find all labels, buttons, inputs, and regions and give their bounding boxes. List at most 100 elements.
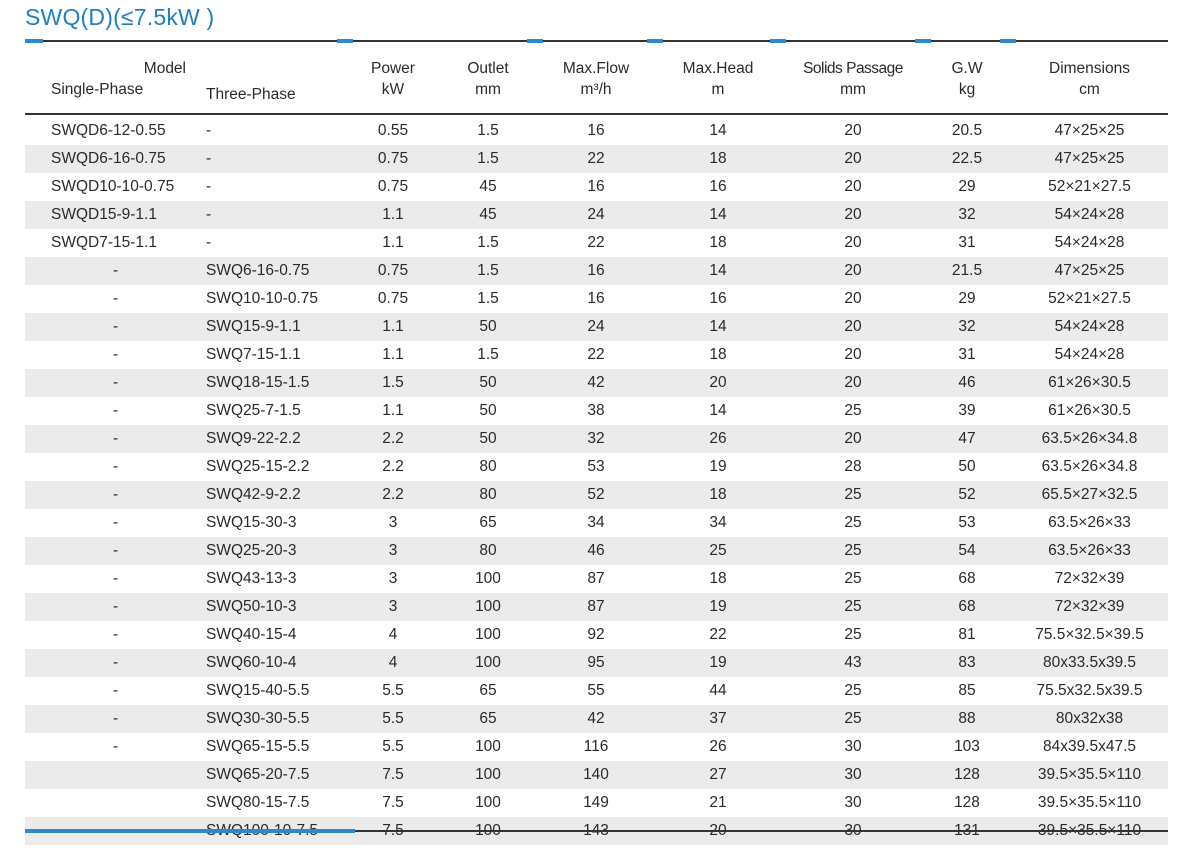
cell-outlet: 1.5 — [477, 150, 499, 167]
table-row: - SWQ30-30-5.5 5.5 65 42 37 25 88 80x32x38 — [25, 705, 1168, 733]
cell-three-phase: SWQ15-30-3 — [206, 514, 297, 531]
header-solids-label: Solids Passage — [803, 59, 903, 77]
cell-power: 2.2 — [382, 430, 404, 447]
cell-max-head: 37 — [709, 710, 727, 727]
table-row: - SWQ50-10-3 3 100 87 19 25 68 72×32×39 — [25, 593, 1168, 621]
cell-outlet: 80 — [479, 458, 497, 475]
cell-single-phase: - — [113, 570, 119, 587]
cell-single-phase: SWQD6-16-0.75 — [51, 150, 166, 167]
header-flow-label: Max.Flow — [562, 59, 630, 77]
cell-dimensions: 75.5×32.5×39.5 — [1035, 626, 1144, 643]
cell-single-phase: - — [113, 514, 119, 531]
cell-solids-passage: 20 — [844, 262, 862, 279]
cell-single-phase — [25, 789, 186, 817]
cell-outlet: 100 — [475, 570, 501, 587]
cell-max-flow: 16 — [587, 122, 605, 139]
cell-power: 7.5 — [382, 794, 404, 811]
cell-three-phase: - — [206, 234, 212, 251]
header-head: Max.Head m — [653, 44, 783, 114]
cell-solids-passage: 20 — [844, 346, 862, 363]
cell-single-phase: - — [113, 262, 119, 279]
page-title: SWQ(D)(≤7.5kW ) — [25, 4, 215, 30]
top-rule — [25, 40, 1168, 42]
cell-power: 4 — [388, 626, 398, 643]
cell-dimensions: 54×24×28 — [1054, 346, 1125, 363]
cell-power: 5.5 — [382, 682, 404, 699]
table-row: - SWQ40-15-4 4 100 92 22 25 81 75.5×32.5×39.5 — [25, 621, 1168, 649]
cell-three-phase: SWQ7-15-1.1 — [206, 346, 301, 363]
cell-solids-passage: 20 — [844, 206, 862, 223]
cell-dimensions: 39.5×35.5×110 — [1037, 766, 1142, 783]
cell-solids-passage: 25 — [844, 710, 862, 727]
cell-gross-weight: 83 — [958, 654, 976, 671]
cell-power: 0.55 — [377, 122, 409, 139]
cell-solids-passage: 28 — [844, 458, 862, 475]
table-row: - SWQ6-16-0.75 0.75 1.5 16 14 20 21.5 47×25×25 — [25, 257, 1168, 285]
cell-solids-passage: 43 — [844, 654, 862, 671]
cell-outlet: 45 — [479, 178, 497, 195]
cell-gross-weight: 46 — [958, 374, 976, 391]
cell-max-head: 18 — [709, 486, 727, 503]
cell-three-phase: SWQ65-20-7.5 — [206, 766, 310, 783]
cell-dimensions: 39.5×35.5×110 — [1037, 794, 1142, 811]
cell-power: 5.5 — [382, 710, 404, 727]
cell-max-flow: 140 — [583, 766, 609, 783]
cell-gross-weight: 103 — [954, 738, 980, 755]
cell-solids-passage: 20 — [844, 318, 862, 335]
cell-power: 1.1 — [382, 206, 404, 223]
cell-gross-weight: 31 — [958, 346, 976, 363]
header-single-phase: Model Single-Phase — [25, 44, 186, 114]
cell-single-phase: SWQD7-15-1.1 — [51, 234, 157, 251]
cell-gross-weight: 52 — [958, 486, 976, 503]
table-row: SWQD15-9-1.1 - 1.1 45 24 14 20 32 54×24×28 — [25, 201, 1168, 229]
cell-three-phase: SWQ15-9-1.1 — [206, 318, 301, 335]
cell-solids-passage: 20 — [844, 122, 862, 139]
cell-three-phase: SWQ6-16-0.75 — [206, 262, 310, 279]
cell-max-head: 18 — [709, 150, 727, 167]
cell-three-phase: SWQ9-22-2.2 — [206, 430, 301, 447]
cell-gross-weight: 47 — [958, 430, 976, 447]
cell-gross-weight: 128 — [954, 766, 980, 783]
cell-single-phase: SWQD6-12-0.55 — [51, 122, 166, 139]
header-outlet-unit: mm — [475, 80, 501, 98]
cell-single-phase: SWQD15-9-1.1 — [51, 206, 157, 223]
header-power: Power kW — [349, 44, 437, 114]
cell-single-phase: - — [113, 374, 119, 391]
cell-max-head: 20 — [709, 374, 727, 391]
header-outlet-label: Outlet — [467, 59, 509, 77]
header-outlet: Outlet mm — [437, 44, 539, 114]
cell-single-phase: - — [113, 318, 119, 335]
cell-max-flow: 116 — [583, 738, 609, 755]
cell-max-head: 19 — [709, 654, 727, 671]
cell-solids-passage: 25 — [844, 598, 862, 615]
top-accent-mark — [770, 39, 786, 43]
cell-dimensions: 63.5×26×33 — [1048, 514, 1131, 531]
cell-gross-weight: 53 — [958, 514, 976, 531]
cell-max-head: 19 — [709, 458, 727, 475]
cell-power: 3 — [388, 542, 398, 559]
cell-single-phase: - — [113, 710, 119, 727]
table-row: - SWQ25-20-3 3 80 46 25 25 54 63.5×26×33 — [25, 537, 1168, 565]
cell-solids-passage: 30 — [844, 794, 862, 811]
cell-max-head: 18 — [709, 570, 727, 587]
cell-gross-weight: 39 — [958, 402, 976, 419]
header-solids: Solids Passage mm — [783, 44, 923, 114]
cell-gross-weight: 31 — [958, 234, 976, 251]
cell-dimensions: 54×24×28 — [1054, 206, 1125, 223]
table-row: SWQD7-15-1.1 - 1.1 1.5 22 18 20 31 54×24×28 — [25, 229, 1168, 257]
cell-gross-weight: 68 — [958, 570, 976, 587]
cell-three-phase: SWQ42-9-2.2 — [206, 486, 301, 503]
cell-max-flow: 87 — [587, 598, 605, 615]
cell-power: 4 — [388, 654, 398, 671]
cell-dimensions: 47×25×25 — [1054, 262, 1125, 279]
top-accent-mark — [915, 39, 931, 43]
cell-single-phase: - — [113, 458, 119, 475]
cell-max-flow: 55 — [587, 682, 605, 699]
cell-max-head: 19 — [709, 598, 727, 615]
table-row: - SWQ15-30-3 3 65 34 34 25 53 63.5×26×33 — [25, 509, 1168, 537]
cell-outlet: 100 — [475, 738, 501, 755]
cell-max-flow: 24 — [587, 318, 605, 335]
cell-three-phase: SWQ43-13-3 — [206, 570, 297, 587]
table-body: SWQD6-12-0.55-0.55 1.5 16 14 20 20.5 47×25×25 S… — [25, 114, 1168, 845]
cell-dimensions: 65.5×27×32.5 — [1041, 486, 1138, 503]
